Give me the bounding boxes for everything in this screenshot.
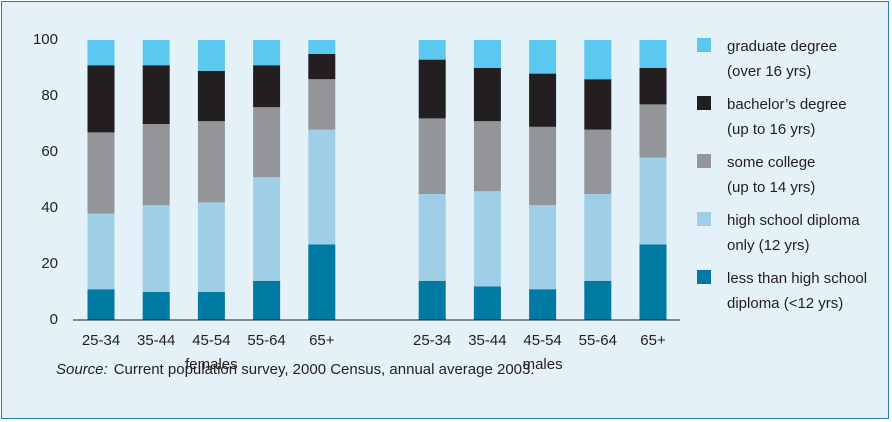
bar-segment: [529, 40, 557, 74]
legend-label: high school diploma only (12 yrs): [727, 212, 860, 254]
bar-segment: [639, 40, 667, 68]
x-tick-label: 65+: [309, 332, 335, 349]
bar-segment: [584, 280, 612, 320]
x-tick-label: 55-64: [579, 332, 617, 349]
bar-segment: [253, 65, 281, 108]
bar-segment: [639, 157, 667, 245]
source-note: Source: Current population survey, 2000 C…: [56, 361, 535, 378]
legend-label: less than high school diploma (<12 yrs): [727, 270, 868, 312]
bar-segment: [584, 194, 612, 281]
bar-segment: [197, 70, 225, 122]
bar-segment: [639, 244, 667, 320]
bar-segment: [418, 59, 446, 119]
legend-item: high school diploma only (12 yrs): [697, 208, 887, 266]
bar-segment: [639, 104, 667, 158]
group-label: females: [185, 356, 238, 373]
bar-segment: [308, 40, 336, 54]
legend: graduate degree (over 16 yrs) bachelor’s …: [697, 34, 887, 324]
y-tick-label: 20: [41, 255, 58, 272]
x-tick-label: 45-54: [192, 332, 230, 349]
legend-swatch: [697, 270, 711, 284]
bar-segment: [197, 121, 225, 203]
y-tick-label: 40: [41, 199, 58, 216]
y-tick-label: 0: [50, 311, 58, 328]
bar-segment: [197, 292, 225, 320]
legend-item: bachelor’s degree (up to 16 yrs): [697, 92, 887, 150]
bar-segment: [473, 121, 501, 192]
bar-segment: [197, 40, 225, 71]
bar-segment: [584, 79, 612, 130]
bar-segment: [253, 107, 281, 178]
y-tick-label: 80: [41, 87, 58, 104]
x-tick-label: 35-44: [468, 332, 506, 349]
bar-segment: [584, 40, 612, 80]
legend-swatch: [697, 96, 711, 110]
bar-segment: [87, 132, 115, 214]
y-tick-label: 60: [41, 143, 58, 160]
legend-label: some college (up to 14 yrs): [727, 154, 816, 196]
bar-segment: [142, 292, 170, 320]
bar-segment: [418, 40, 446, 60]
bar-segment: [529, 126, 557, 206]
bar-segment: [308, 129, 336, 245]
legend-label: graduate degree (over 16 yrs): [727, 38, 838, 80]
bar-segment: [253, 177, 281, 281]
legend-label: bachelor’s degree (up to 16 yrs): [727, 96, 847, 138]
bar-segment: [418, 118, 446, 194]
legend-item: some college (up to 14 yrs): [697, 150, 887, 208]
bar-segment: [473, 191, 501, 287]
y-tick-label: 100: [33, 31, 58, 48]
bar-segment: [142, 65, 170, 124]
x-tick-label: 35-44: [137, 332, 175, 349]
bar-segment: [473, 68, 501, 122]
bar-segment: [529, 73, 557, 127]
bar-segment: [308, 54, 336, 80]
bar-segment: [253, 40, 281, 66]
bar-segment: [639, 68, 667, 105]
bar-segment: [87, 65, 115, 133]
x-tick-label: 25-34: [413, 332, 451, 349]
group-label: males: [523, 356, 563, 373]
x-tick-label: 45-54: [523, 332, 561, 349]
bar-segment: [87, 213, 115, 290]
bar-segment: [87, 289, 115, 320]
legend-swatch: [697, 212, 711, 226]
x-tick-label: 55-64: [247, 332, 285, 349]
bar-segment: [142, 40, 170, 66]
legend-swatch: [697, 38, 711, 52]
bar-segment: [253, 280, 281, 320]
bar-segment: [308, 244, 336, 320]
legend-item: graduate degree (over 16 yrs): [697, 34, 887, 92]
bar-segment: [87, 40, 115, 66]
x-tick-label: 65+: [640, 332, 666, 349]
bar-segment: [418, 194, 446, 281]
source-text: Current population survey, 2000 Census, …: [113, 361, 535, 378]
bar-segment: [584, 129, 612, 194]
bar-segment: [418, 280, 446, 320]
bar-segment: [473, 286, 501, 320]
bar-segment: [142, 205, 170, 292]
legend-swatch: [697, 154, 711, 168]
bar-segment: [473, 40, 501, 68]
bar-segment: [529, 205, 557, 290]
x-tick-label: 25-34: [82, 332, 120, 349]
source-label: Source:: [56, 361, 108, 378]
legend-item: less than high school diploma (<12 yrs): [697, 266, 887, 324]
bar-segment: [142, 124, 170, 206]
bar-segment: [197, 202, 225, 292]
bar-segment: [529, 289, 557, 320]
bar-segment: [308, 79, 336, 130]
